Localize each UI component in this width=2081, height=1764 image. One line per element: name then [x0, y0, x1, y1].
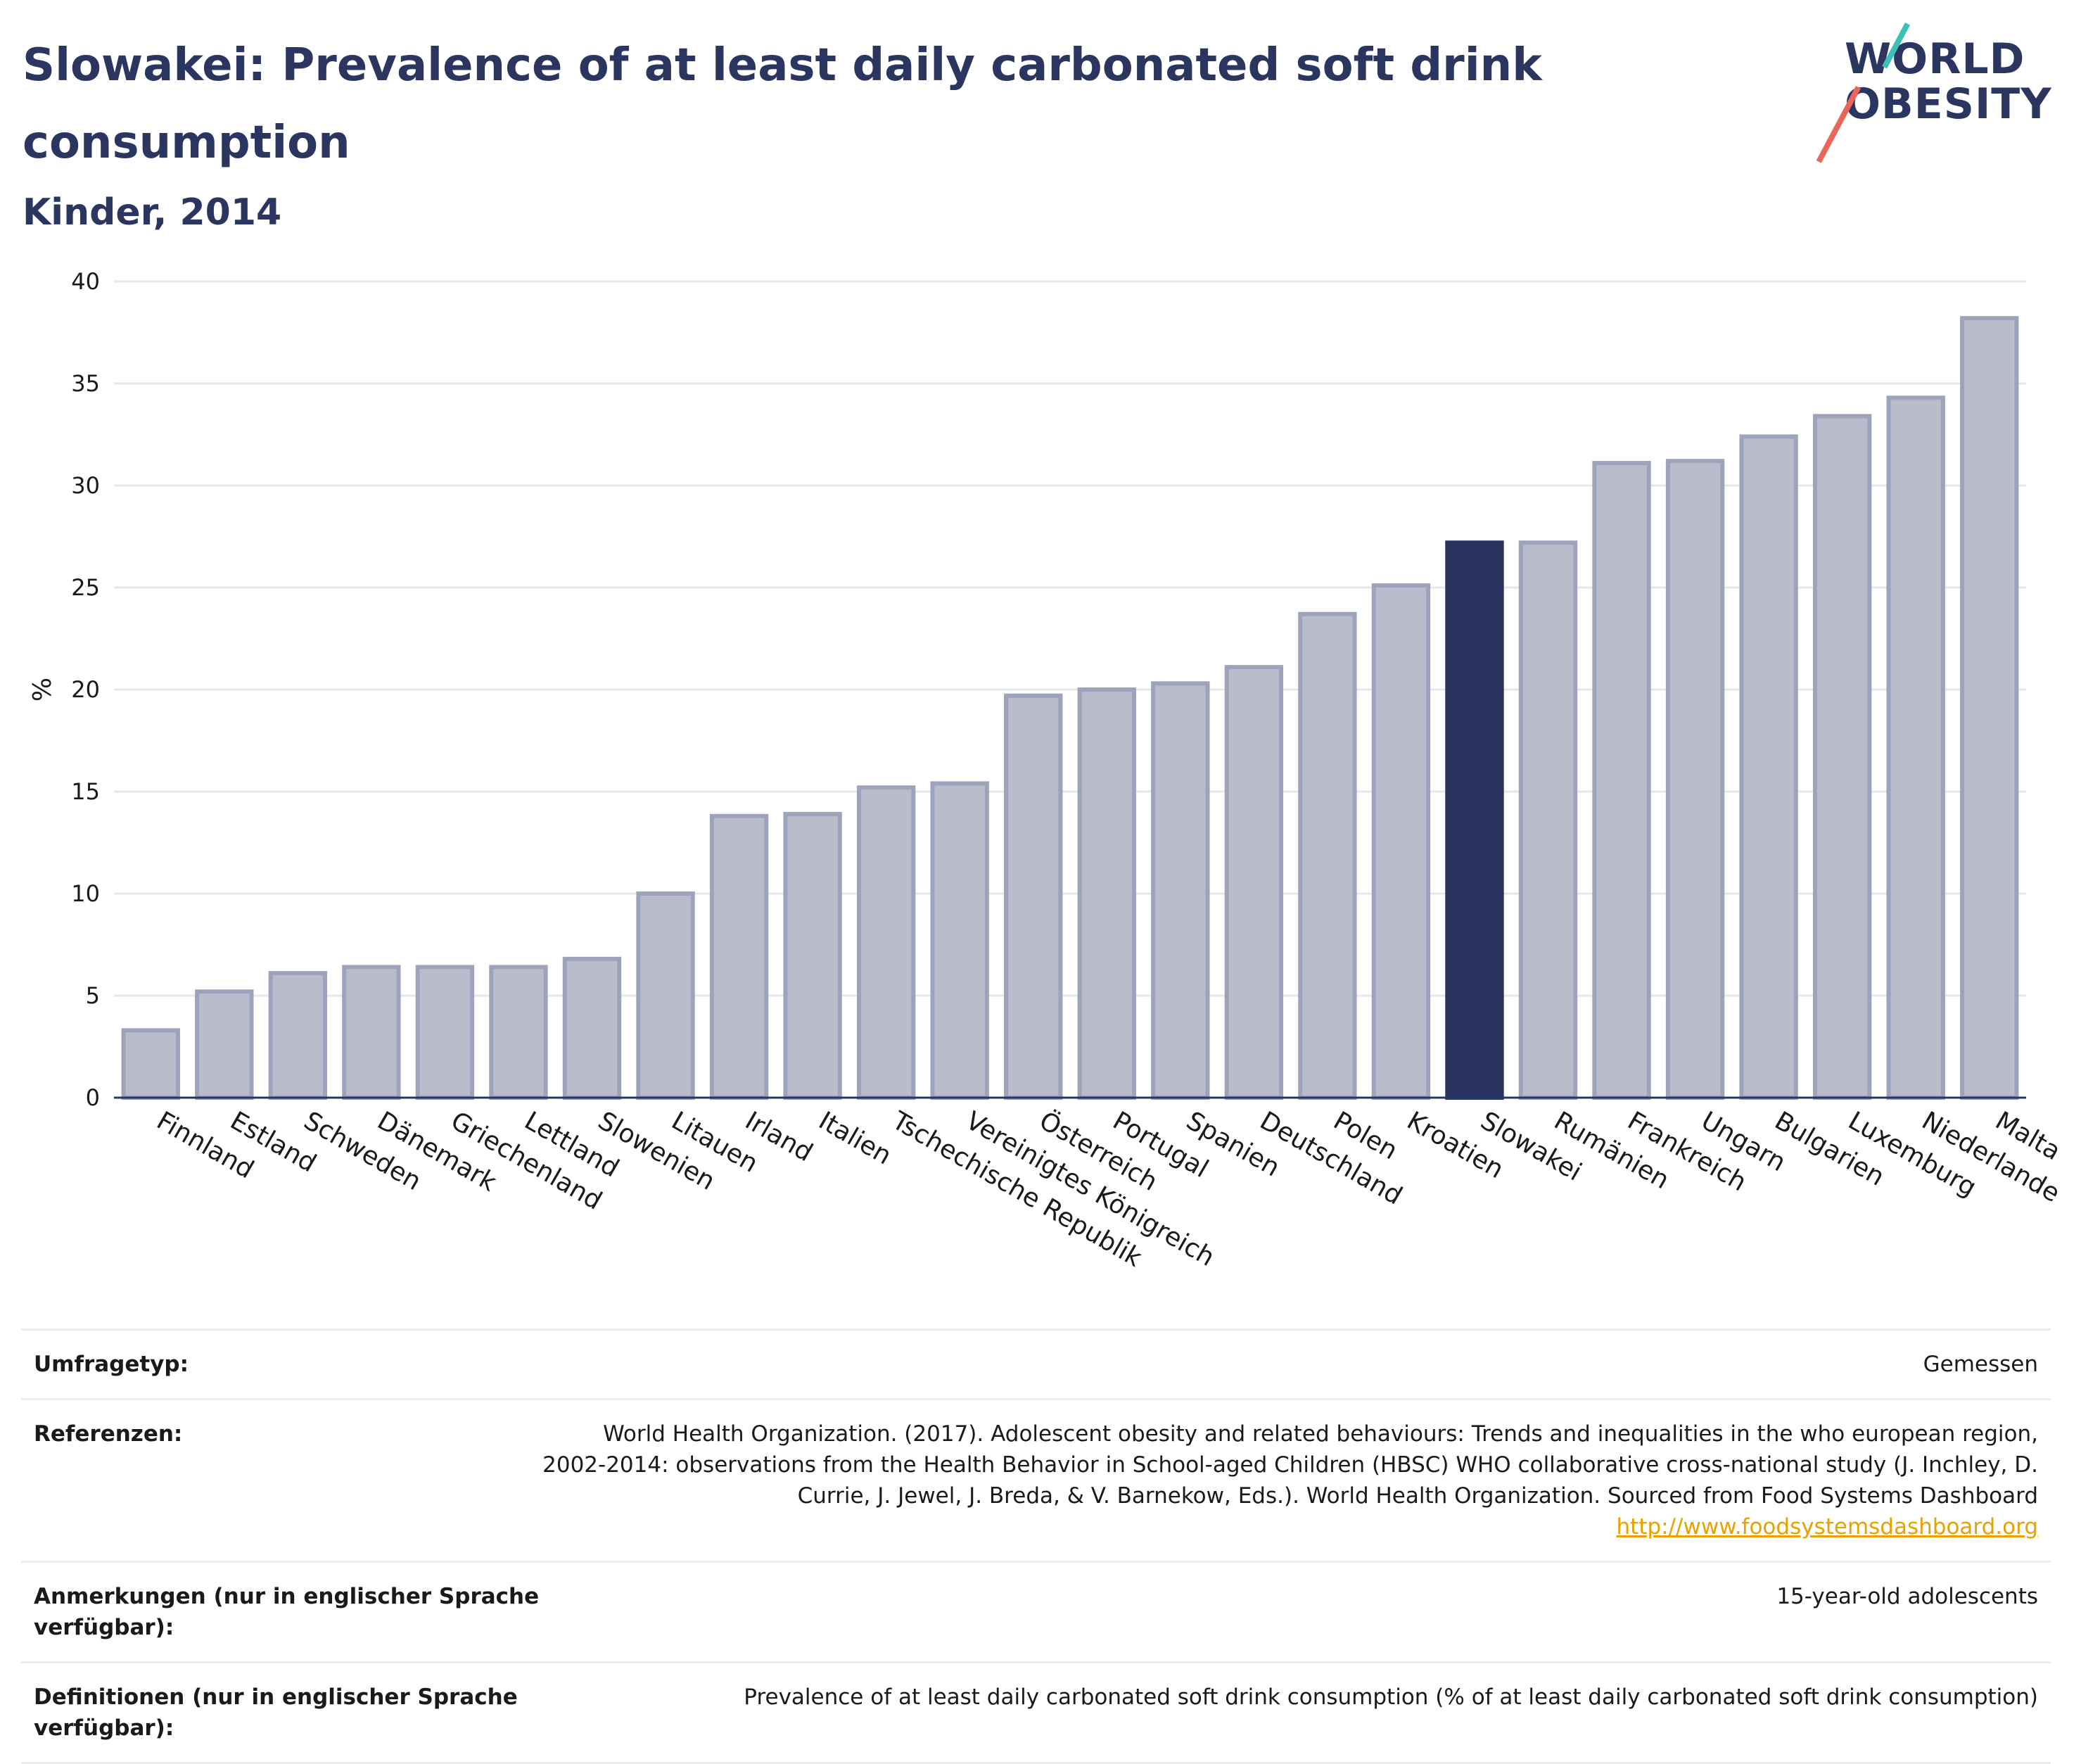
chart-title: Slowakei: Prevalence of at least daily c…: [23, 39, 1542, 169]
y-axis-ticks: 0 5 10 15 20 25 30 35 40: [71, 268, 100, 1111]
survey-type-label: Umfragetyp:: [34, 1352, 189, 1377]
bar-malta: [1960, 316, 2019, 1100]
y-tick-label: 35: [71, 370, 100, 397]
survey-type-value: Gemessen: [1923, 1352, 2038, 1377]
bar-lettland: [489, 965, 548, 1100]
y-tick-label: 40: [71, 268, 100, 295]
info-row-notes: Anmerkungen (nur in englischer Sprache v…: [21, 1561, 2051, 1661]
bar-österreich: [1004, 693, 1063, 1100]
bar-chart: 0 5 10 15 20 25 30 35 40 FinnlandEstlandSchweden…: [28, 268, 2066, 1273]
bar-schweden: [268, 971, 328, 1100]
references-label: Referenzen:: [34, 1421, 183, 1447]
bar-griechenland: [415, 965, 475, 1100]
bar-spanien: [1151, 681, 1210, 1100]
bar-tschechische-republik: [856, 785, 916, 1100]
bar-niederlande: [1886, 395, 1945, 1100]
bar-italien: [783, 811, 842, 1100]
info-table: Umfragetyp: Gemessen Referenzen: World H…: [21, 1328, 2051, 1764]
references-link[interactable]: http://www.foodsystemsdashboard.org: [1616, 1514, 2038, 1540]
bar-deutschland: [1224, 665, 1284, 1100]
bar-vereinigtes-königreich: [930, 781, 989, 1100]
definitions-value: Prevalence of at least daily carbonated …: [744, 1684, 2038, 1710]
gridlines: [114, 280, 2026, 1099]
y-tick-label: 25: [71, 574, 100, 601]
y-tick-label: 15: [71, 778, 100, 805]
references-value: World Health Organization. (2017). Adole…: [542, 1421, 2038, 1509]
y-axis-label: %: [28, 678, 57, 702]
definitions-label: Definitionen (nur in englischer Sprache …: [34, 1684, 518, 1741]
y-tick-label: 30: [71, 472, 100, 499]
bar-portugal: [1077, 687, 1136, 1100]
y-tick-label: 20: [71, 676, 100, 703]
y-tick-label: 0: [86, 1084, 100, 1111]
y-tick-label: 10: [71, 880, 100, 907]
notes-value: 15-year-old adolescents: [1776, 1584, 2038, 1609]
references-value-block: World Health Organization. (2017). Adole…: [540, 1419, 2038, 1542]
bars: [121, 316, 2019, 1100]
bar-litauen: [636, 891, 695, 1100]
bar-dänemark: [342, 965, 401, 1100]
info-row-references: Referenzen: World Health Organization. (…: [21, 1398, 2051, 1561]
y-tick-label: 5: [86, 982, 100, 1009]
notes-label: Anmerkungen (nur in englischer Sprache v…: [34, 1584, 540, 1640]
x-axis-labels: FinnlandEstlandSchwedenDänemarkGriechenl…: [152, 1105, 2066, 1272]
bar-frankreich: [1592, 461, 1651, 1100]
x-tick-label: Italien: [814, 1106, 896, 1170]
bar-kroatien: [1371, 583, 1431, 1100]
bar-polen: [1298, 611, 1357, 1100]
bar-rumänien: [1518, 540, 1578, 1100]
world-obesity-logo: WORLD OBESITY: [1816, 21, 2061, 163]
bar-ungarn: [1665, 459, 1725, 1100]
bar-bulgarien: [1739, 434, 1798, 1100]
bar-luxemburg: [1812, 414, 1872, 1100]
bar-finnland: [121, 1028, 180, 1100]
bar-slowakei: [1445, 540, 1504, 1100]
logo-word-obesity: OBESITY: [1845, 80, 2052, 129]
info-row-definitions: Definitionen (nur in englischer Sprache …: [21, 1661, 2051, 1764]
bar-slowenien: [562, 956, 622, 1100]
bar-estland: [195, 989, 254, 1100]
info-row-survey-type: Umfragetyp: Gemessen: [21, 1328, 2051, 1398]
chart-subtitle: Kinder, 2014: [23, 191, 282, 234]
bar-irland: [709, 813, 769, 1100]
logo-word-world: WORLD: [1845, 34, 2025, 84]
